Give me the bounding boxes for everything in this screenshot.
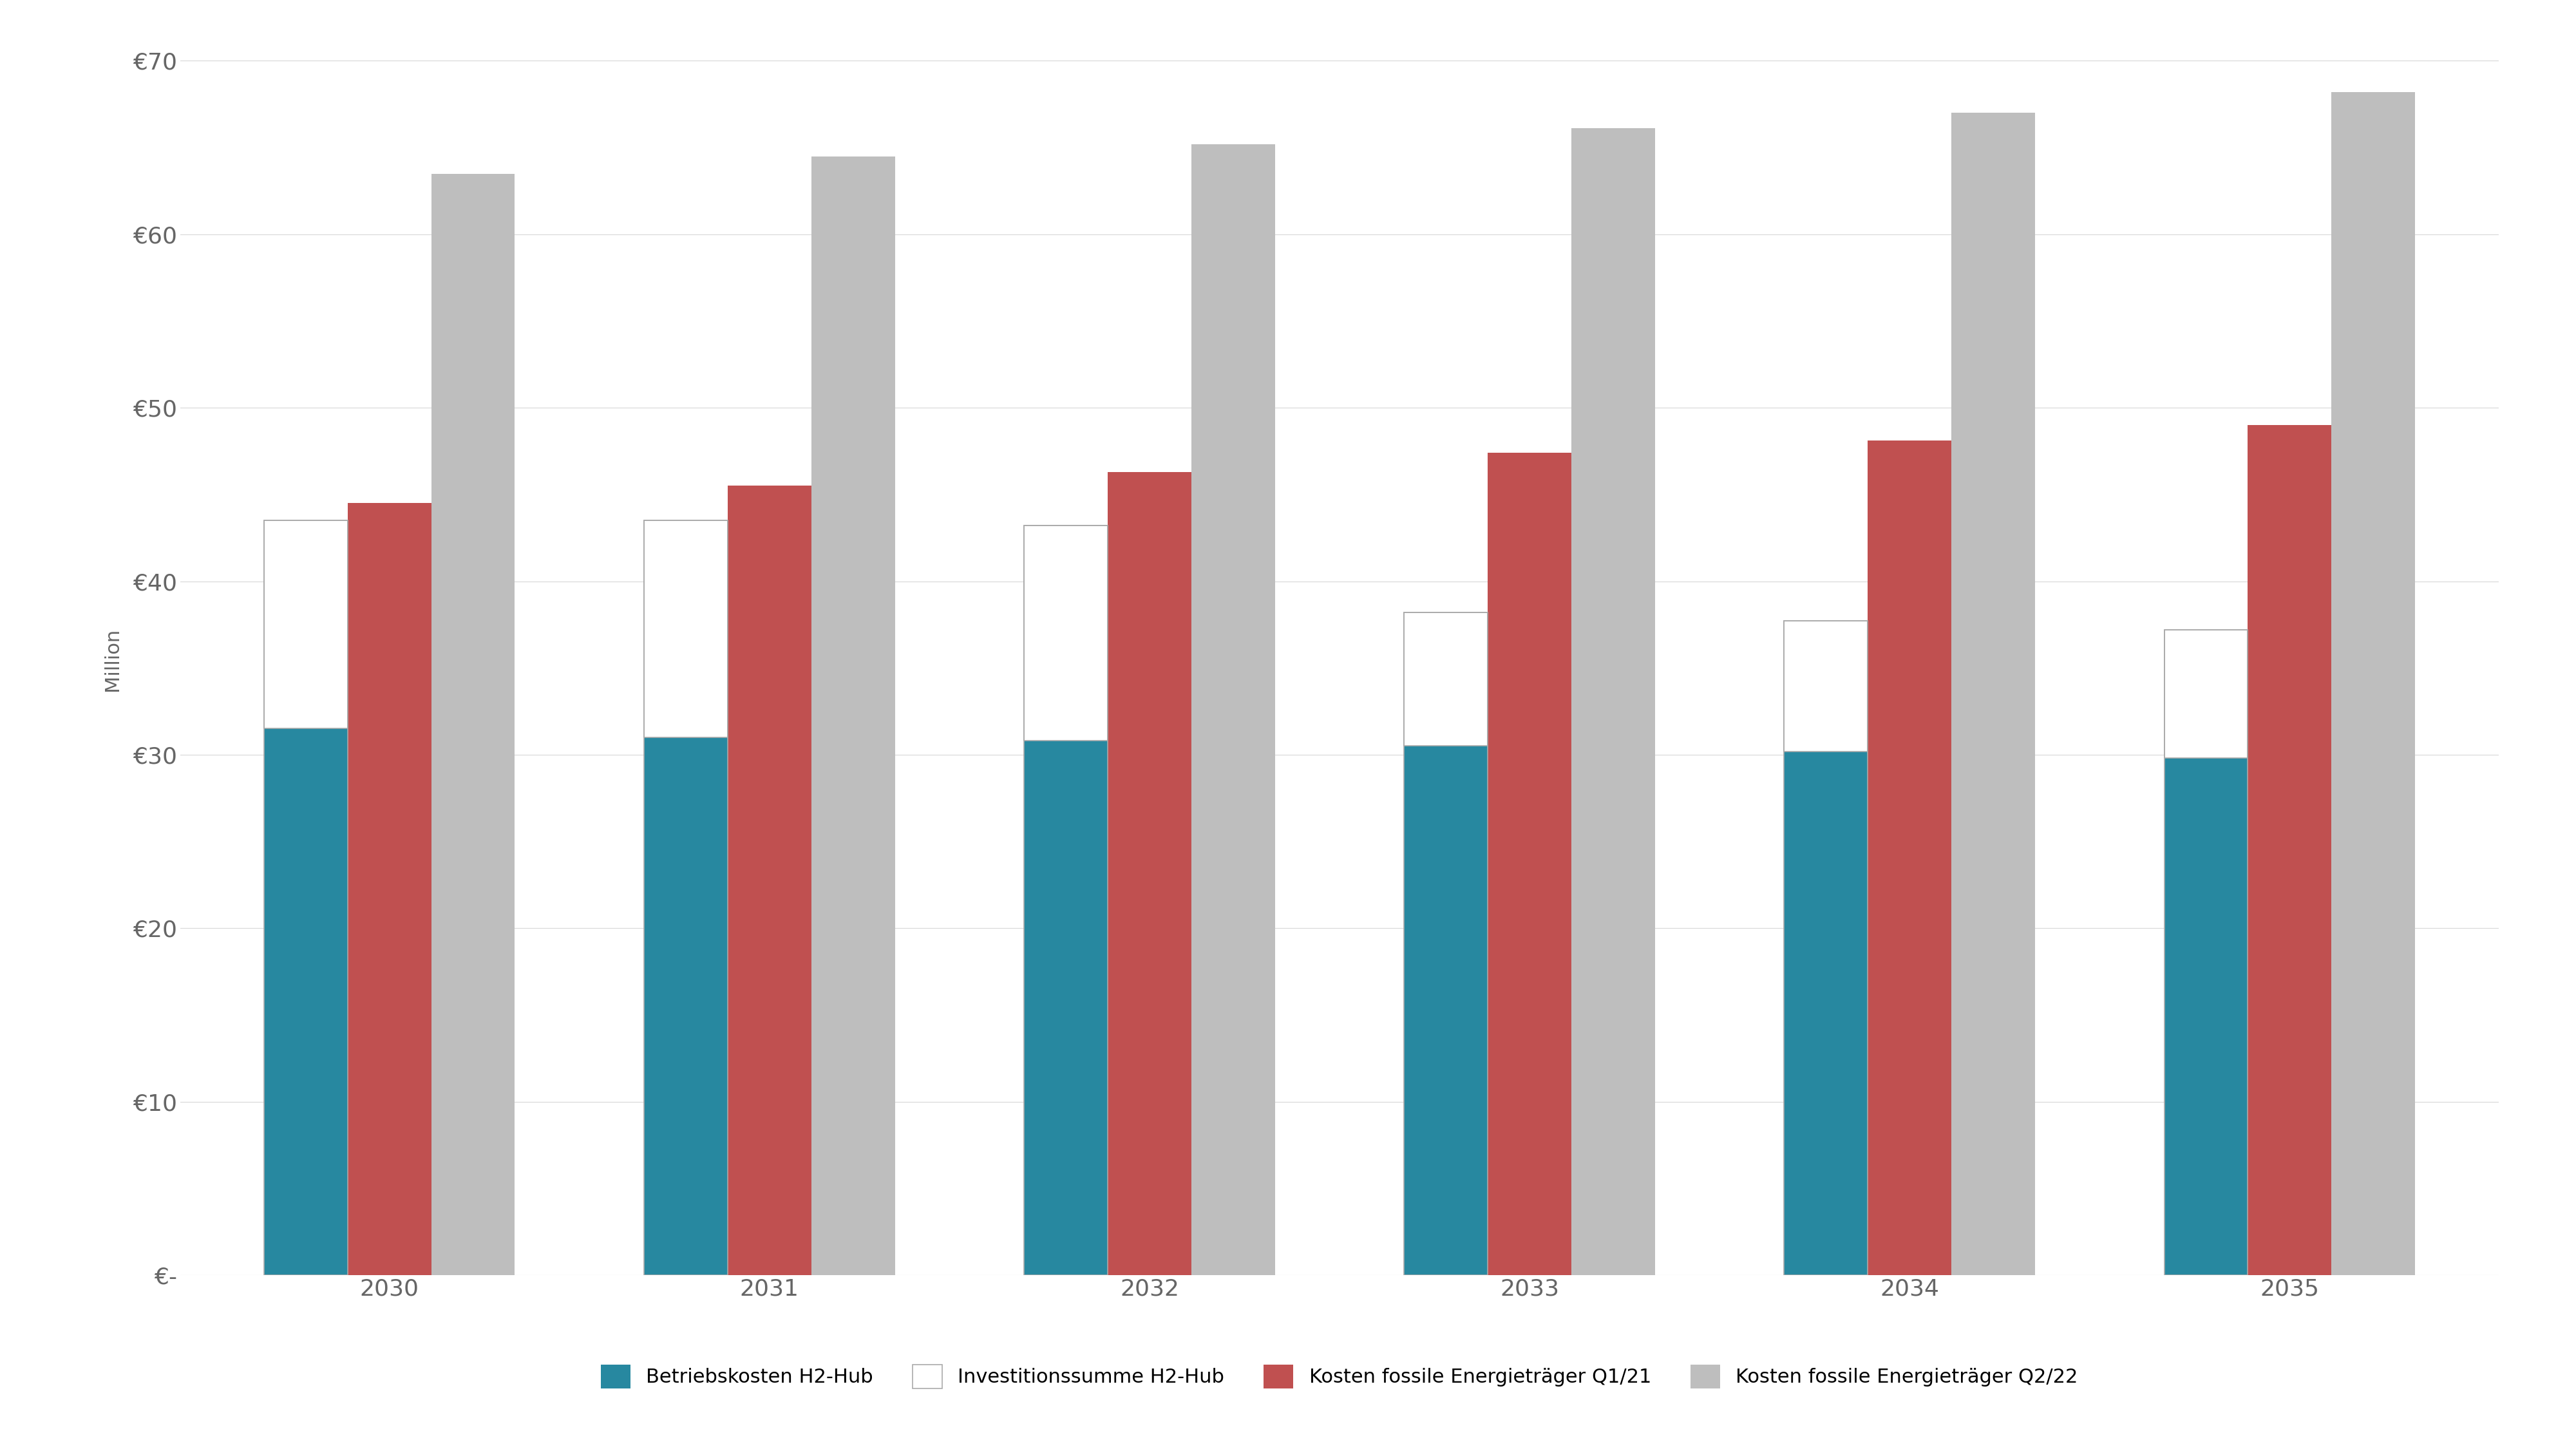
Bar — [1785, 622, 1868, 1275]
Bar — [2249, 425, 2331, 1275]
Bar — [1404, 746, 1489, 1275]
Bar — [1868, 440, 1953, 1275]
Bar — [1489, 454, 1571, 1275]
Bar — [1953, 113, 2035, 1275]
Bar — [2164, 758, 2249, 1275]
Bar — [263, 520, 348, 1275]
Bar — [1025, 526, 1108, 740]
Bar — [726, 485, 811, 1275]
Bar — [644, 738, 726, 1275]
Legend: Betriebskosten H2-Hub, Investitionssumme H2-Hub, Kosten fossile Energieträger Q1: Betriebskosten H2-Hub, Investitionssumme… — [600, 1365, 2079, 1388]
Bar — [1785, 751, 1868, 1275]
Bar — [263, 729, 348, 1275]
Y-axis label: Million: Million — [103, 627, 121, 691]
Bar — [348, 503, 430, 1275]
Bar — [1190, 143, 1275, 1275]
Bar — [1404, 613, 1489, 746]
Bar — [430, 174, 515, 1275]
Bar — [2164, 630, 2249, 758]
Bar — [1108, 472, 1190, 1275]
Bar — [2331, 93, 2416, 1275]
Bar — [1025, 740, 1108, 1275]
Bar — [1025, 526, 1108, 1275]
Bar — [2164, 630, 2249, 1275]
Bar — [263, 520, 348, 729]
Bar — [644, 520, 726, 1275]
Bar — [1404, 613, 1489, 1275]
Bar — [644, 520, 726, 738]
Bar — [1785, 622, 1868, 751]
Bar — [811, 156, 894, 1275]
Bar — [1571, 129, 1654, 1275]
